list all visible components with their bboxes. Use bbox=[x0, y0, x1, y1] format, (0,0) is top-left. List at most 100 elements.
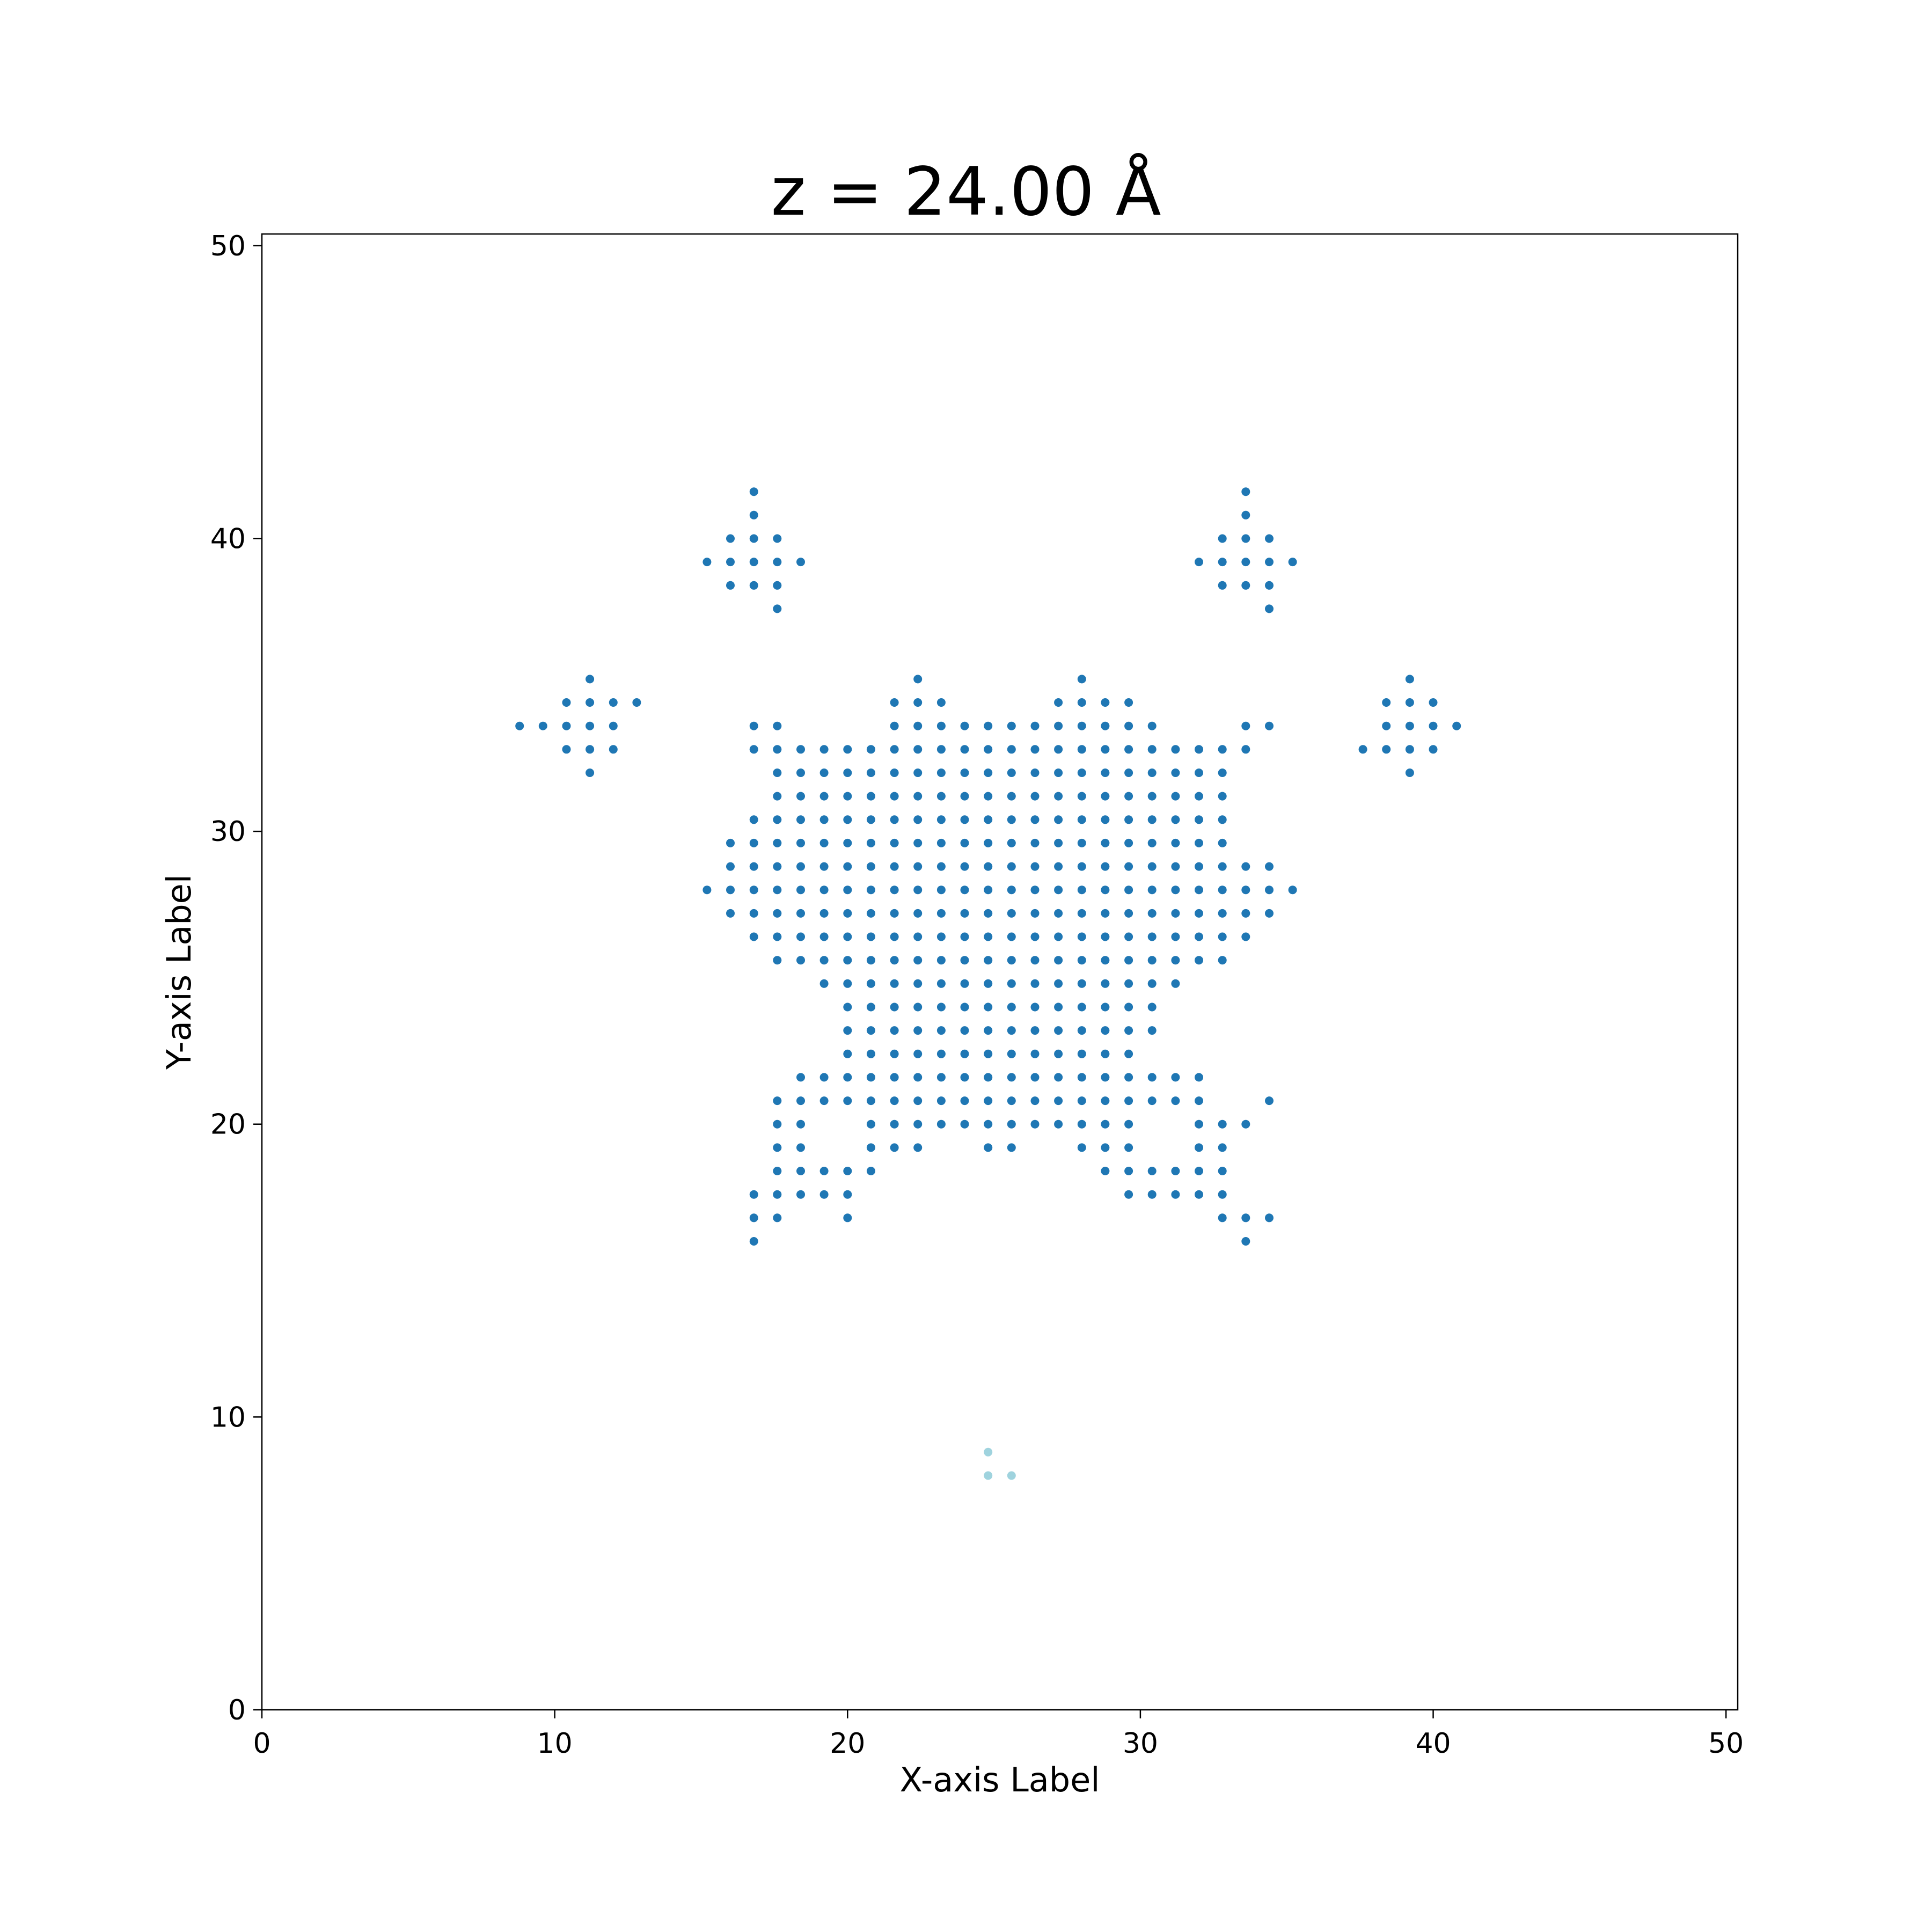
data-point bbox=[773, 604, 782, 613]
data-point bbox=[1241, 487, 1250, 496]
data-point bbox=[843, 932, 852, 941]
data-point bbox=[984, 956, 993, 965]
data-point bbox=[819, 815, 829, 824]
data-point bbox=[1054, 792, 1063, 801]
data-point bbox=[1124, 698, 1133, 707]
data-point bbox=[1195, 815, 1203, 824]
data-point bbox=[726, 862, 735, 871]
data-point bbox=[890, 1049, 899, 1058]
x-tick-label: 30 bbox=[1123, 1728, 1158, 1760]
data-point bbox=[1218, 534, 1227, 543]
data-point bbox=[702, 558, 712, 567]
data-point bbox=[1405, 745, 1414, 754]
data-point bbox=[890, 885, 899, 895]
data-point bbox=[819, 885, 829, 895]
data-point bbox=[1124, 862, 1133, 871]
data-point bbox=[866, 909, 875, 918]
data-point bbox=[866, 745, 875, 754]
data-point bbox=[913, 698, 923, 707]
data-point bbox=[1030, 885, 1040, 895]
data-point bbox=[1077, 1119, 1086, 1129]
data-point bbox=[796, 1143, 805, 1152]
data-point bbox=[796, 885, 805, 895]
data-point bbox=[866, 1119, 875, 1129]
data-point bbox=[984, 721, 993, 730]
data-point bbox=[890, 909, 899, 918]
data-point bbox=[1218, 862, 1227, 871]
data-point bbox=[1077, 1002, 1086, 1012]
data-point bbox=[960, 1049, 969, 1058]
data-point bbox=[1195, 932, 1203, 941]
data-point bbox=[960, 745, 969, 754]
data-point bbox=[796, 558, 805, 567]
data-point bbox=[984, 932, 993, 941]
data-point bbox=[773, 745, 782, 754]
data-point bbox=[1147, 862, 1157, 871]
data-point bbox=[936, 1073, 946, 1082]
data-point bbox=[1007, 1119, 1016, 1129]
data-point bbox=[1101, 698, 1110, 707]
data-point bbox=[773, 534, 782, 543]
data-point bbox=[1077, 769, 1086, 777]
data-point bbox=[866, 792, 875, 801]
data-point bbox=[890, 745, 899, 754]
data-point bbox=[749, 558, 758, 567]
data-point bbox=[1171, 885, 1180, 895]
data-point bbox=[960, 1096, 969, 1106]
data-point bbox=[796, 838, 805, 847]
data-point bbox=[1147, 956, 1157, 965]
data-point bbox=[1147, 932, 1157, 941]
data-point bbox=[1288, 558, 1297, 567]
data-point bbox=[984, 792, 993, 801]
data-point bbox=[1054, 838, 1063, 847]
data-point bbox=[796, 956, 805, 965]
x-tick-label: 50 bbox=[1708, 1728, 1744, 1760]
data-point bbox=[890, 792, 899, 801]
data-point bbox=[890, 698, 899, 707]
data-point bbox=[609, 698, 618, 707]
data-point bbox=[1265, 1096, 1274, 1106]
data-point bbox=[1265, 862, 1274, 871]
data-point bbox=[1077, 675, 1086, 684]
data-point bbox=[796, 1119, 805, 1129]
data-point bbox=[1241, 581, 1250, 590]
data-point bbox=[1147, 1073, 1157, 1082]
data-point bbox=[819, 1190, 829, 1199]
data-point bbox=[1171, 815, 1180, 824]
data-point bbox=[984, 979, 993, 988]
data-point bbox=[1147, 979, 1157, 988]
data-point bbox=[913, 885, 923, 895]
data-point bbox=[1218, 909, 1227, 918]
data-point bbox=[936, 721, 946, 730]
data-point bbox=[1218, 792, 1227, 801]
data-point bbox=[1218, 581, 1227, 590]
data-point bbox=[796, 769, 805, 777]
data-point bbox=[936, 909, 946, 918]
data-point bbox=[1124, 932, 1133, 941]
data-point bbox=[1030, 1119, 1040, 1129]
data-point bbox=[843, 909, 852, 918]
data-point bbox=[1077, 862, 1086, 871]
data-point bbox=[1171, 932, 1180, 941]
data-point bbox=[843, 769, 852, 777]
data-point bbox=[1382, 721, 1391, 730]
data-point bbox=[1405, 698, 1414, 707]
data-point bbox=[1007, 815, 1016, 824]
data-point bbox=[866, 1096, 875, 1106]
data-point bbox=[1054, 698, 1063, 707]
data-point bbox=[1007, 1002, 1016, 1012]
data-point bbox=[749, 1213, 758, 1223]
data-point bbox=[984, 1119, 993, 1129]
data-point bbox=[1124, 745, 1133, 754]
data-point bbox=[1077, 885, 1086, 895]
data-point bbox=[1077, 1073, 1086, 1082]
data-point bbox=[1124, 769, 1133, 777]
data-point bbox=[960, 909, 969, 918]
data-point bbox=[913, 1073, 923, 1082]
data-point bbox=[1241, 1213, 1250, 1223]
data-point bbox=[1241, 1237, 1250, 1246]
data-point bbox=[984, 885, 993, 895]
data-point bbox=[913, 769, 923, 777]
data-point bbox=[913, 932, 923, 941]
data-point bbox=[1265, 721, 1274, 730]
